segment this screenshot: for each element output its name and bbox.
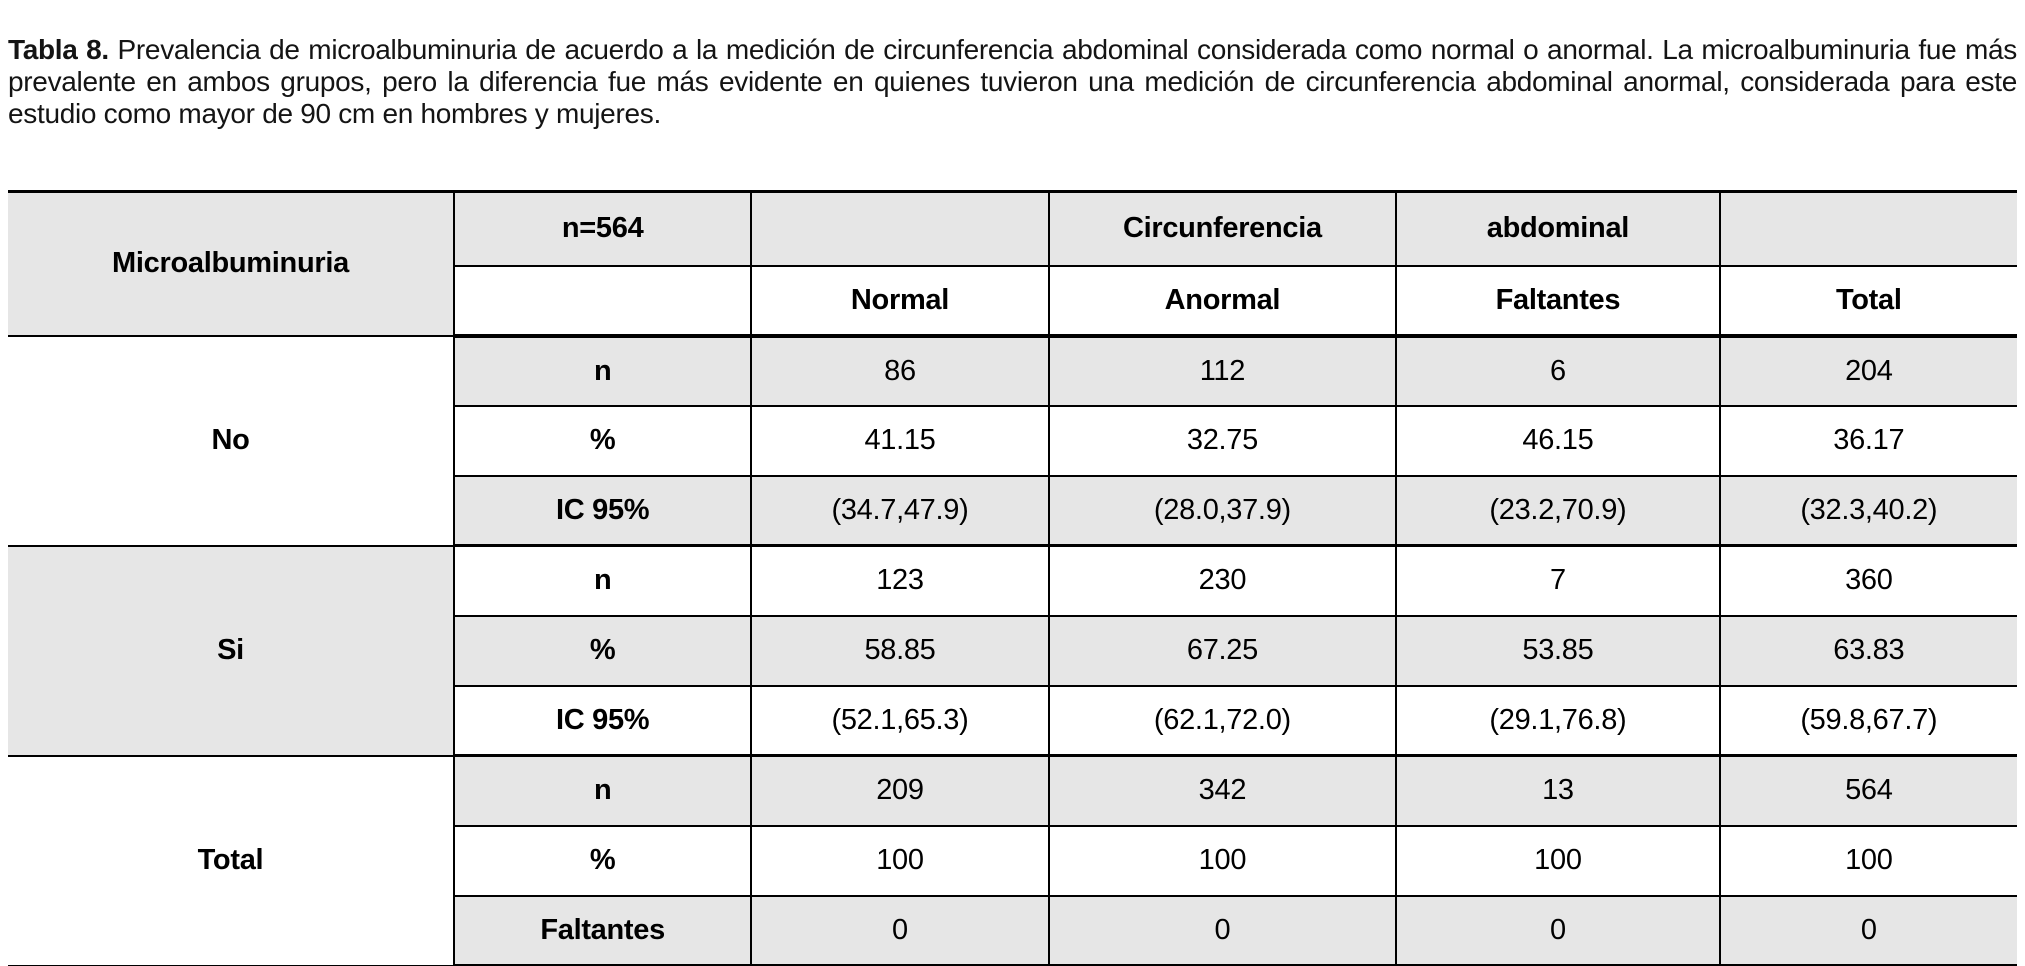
value-cell: 204: [1718, 335, 2017, 407]
caption-text: Prevalencia de microalbuminuria de acuer…: [8, 34, 2017, 129]
table-row-si-pct: % 58.85 67.25 53.85 63.83: [8, 615, 2017, 687]
header-cell-circunferencia: Circunferencia: [1047, 190, 1397, 267]
value-cell: (59.8,67.7): [1718, 685, 2017, 757]
corner-header-cell: Microalbuminuria: [8, 190, 454, 337]
value-cell: 0: [1718, 895, 2017, 966]
value-cell: 0: [1395, 895, 1720, 966]
caption-label: Tabla 8.: [8, 34, 109, 65]
value-cell: 123: [750, 545, 1049, 617]
table-row-no-ic: IC 95% (34.7,47.9) (28.0,37.9) (23.2,70.…: [8, 475, 2017, 547]
value-cell: (62.1,72.0): [1047, 685, 1397, 757]
value-cell: 63.83: [1718, 615, 2017, 687]
value-cell: 7: [1395, 545, 1720, 617]
stat-cell: Faltantes: [452, 895, 752, 966]
value-cell: 58.85: [750, 615, 1049, 687]
stat-cell: n: [452, 335, 752, 407]
table-caption: Tabla 8. Prevalencia de microalbuminuria…: [8, 34, 2017, 130]
header-cell-total: Total: [1718, 265, 2017, 338]
value-cell: 46.15: [1395, 405, 1720, 477]
header-cell-empty-2: [1718, 190, 2017, 267]
group-label-cell-si: Si: [8, 545, 454, 757]
value-cell: 564: [1718, 755, 2017, 827]
stat-cell: IC 95%: [452, 475, 752, 547]
value-cell: 53.85: [1395, 615, 1720, 687]
value-cell: 100: [1047, 825, 1397, 897]
prevalence-table: Microalbuminuria n=564 Circunferencia ab…: [8, 190, 2017, 966]
table-row-no-n: No n 86 112 6 204: [8, 335, 2017, 547]
value-cell: (34.7,47.9): [750, 475, 1049, 547]
table-header-row-2: Normal Anormal Faltantes Total: [8, 265, 2017, 338]
stat-cell: IC 95%: [452, 685, 752, 757]
value-cell: (23.2,70.9): [1395, 475, 1720, 547]
value-cell: 100: [750, 825, 1049, 897]
header-cell-empty-1: [750, 190, 1049, 267]
stat-cell: n: [452, 545, 752, 617]
value-cell: 13: [1395, 755, 1720, 827]
value-cell: (32.3,40.2): [1718, 475, 2017, 547]
group-label-cell-total: Total: [8, 755, 454, 966]
table-row-si-n: Si n 123 230 7 360: [8, 545, 2017, 757]
value-cell: 6: [1395, 335, 1720, 407]
header-cell-empty-3: [452, 265, 752, 338]
table-row-total-n: Total n 209 342 13 564: [8, 755, 2017, 966]
table-header-row-1: Microalbuminuria n=564 Circunferencia ab…: [8, 190, 2017, 337]
value-cell: 36.17: [1718, 405, 2017, 477]
header-cell-faltantes: Faltantes: [1395, 265, 1720, 338]
header-cell-normal: Normal: [750, 265, 1049, 338]
stat-cell: n: [452, 755, 752, 827]
table-row-total-faltantes: Faltantes 0 0 0 0: [8, 895, 2017, 966]
value-cell: 0: [1047, 895, 1397, 966]
value-cell: 41.15: [750, 405, 1049, 477]
value-cell: (52.1,65.3): [750, 685, 1049, 757]
value-cell: 342: [1047, 755, 1397, 827]
stat-cell: %: [452, 405, 752, 477]
value-cell: 100: [1718, 825, 2017, 897]
value-cell: 0: [750, 895, 1049, 966]
stat-cell: %: [452, 615, 752, 687]
header-cell-abdominal: abdominal: [1395, 190, 1720, 267]
value-cell: 230: [1047, 545, 1397, 617]
value-cell: 100: [1395, 825, 1720, 897]
group-label-cell-no: No: [8, 335, 454, 547]
value-cell: (28.0,37.9): [1047, 475, 1397, 547]
value-cell: 67.25: [1047, 615, 1397, 687]
value-cell: 32.75: [1047, 405, 1397, 477]
value-cell: 112: [1047, 335, 1397, 407]
stat-cell: %: [452, 825, 752, 897]
value-cell: 360: [1718, 545, 2017, 617]
table-row-total-pct: % 100 100 100 100: [8, 825, 2017, 897]
table-row-si-ic: IC 95% (52.1,65.3) (62.1,72.0) (29.1,76.…: [8, 685, 2017, 757]
value-cell: 86: [750, 335, 1049, 407]
table-row-no-pct: % 41.15 32.75 46.15 36.17: [8, 405, 2017, 477]
value-cell: 209: [750, 755, 1049, 827]
header-cell-sample-size: n=564: [452, 190, 752, 267]
value-cell: (29.1,76.8): [1395, 685, 1720, 757]
header-cell-anormal: Anormal: [1047, 265, 1397, 338]
